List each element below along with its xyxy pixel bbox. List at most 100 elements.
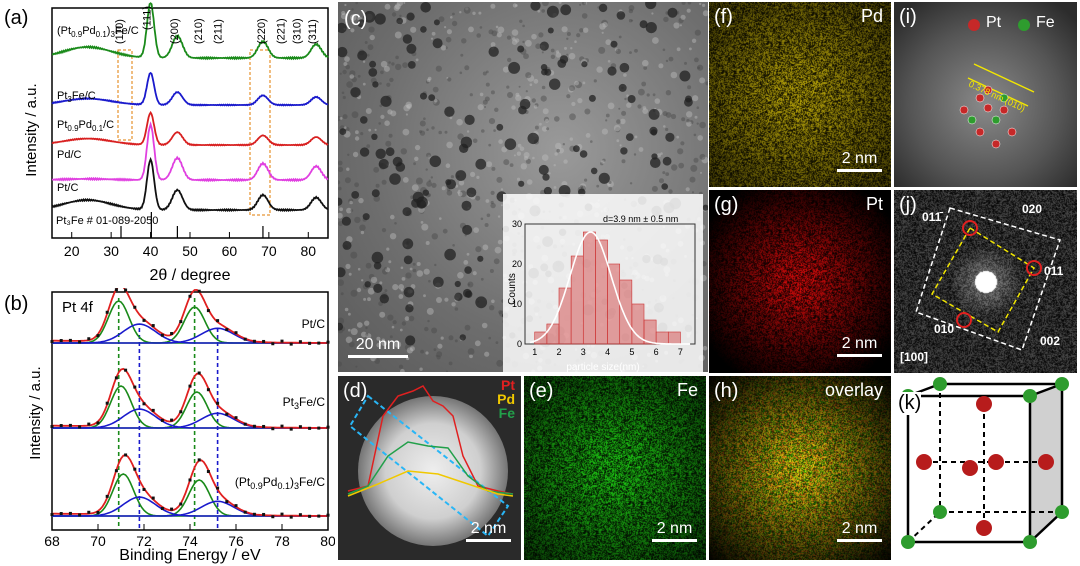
tem-texture [534,125,539,130]
tem-texture [399,328,403,332]
panel-b-xps: (b) Pt 4f Intensity / a.u. Binding Energ… [0,288,335,566]
tem-texture [425,168,428,171]
legend-pd: Pd [497,391,515,407]
tem-texture [490,90,495,95]
xps-tick-label: 72 [136,533,152,549]
linescan-overlay [347,385,514,538]
tem-texture [498,310,503,315]
tem-texture [490,3,496,9]
tem-texture [423,117,426,120]
tem-texture [662,171,666,175]
tem-texture [479,92,484,97]
tem-texture [342,114,348,120]
tem-texture [663,16,669,23]
tem-texture [564,46,567,50]
tem-texture [345,64,350,70]
tem-texture [366,53,370,57]
tem-texture [579,183,587,190]
tem-nanoparticle [338,267,346,278]
hrtem-atom-fe [967,115,977,125]
tem-texture [431,233,438,240]
tem-texture [690,164,698,172]
tem-texture [373,166,380,173]
tem-texture [459,190,467,198]
xps-data-point [170,418,174,422]
tem-texture [394,341,402,348]
tem-nanoparticle [542,173,550,181]
xps-data-point [133,467,137,471]
xps-data-point [225,328,229,332]
tem-texture [400,266,404,270]
tem-texture [381,338,385,342]
tem-texture [385,140,392,147]
tem-texture [461,38,467,44]
tem-texture [553,186,557,189]
tem-texture [338,361,342,367]
tem-texture [433,100,437,104]
xps-data-point [326,425,330,429]
tem-texture [338,212,343,219]
pt-scalebar: 2 nm [837,335,882,357]
xrd-series-0 [51,2,329,61]
tem-nanoparticle [360,116,368,124]
xps-data-point [206,388,210,392]
haadf-particle [358,396,508,546]
tem-texture [562,143,565,146]
tem-texture [466,130,470,133]
xps-data-point [114,288,118,292]
tem-texture [436,355,441,360]
tem-texture [699,121,706,129]
xps-data-point [298,340,302,344]
histogram-bar [595,239,608,345]
tem-texture [665,172,670,177]
tem-nanoparticle [519,98,531,110]
tem-texture [607,182,611,186]
tem-texture [404,344,411,351]
tem-texture [665,90,672,96]
tem-texture [477,104,484,111]
tem-nanoparticle [598,3,608,13]
tem-texture [584,108,591,115]
tem-texture [405,272,412,279]
panel-f-pd-map: (f) Pd 2 nm [709,2,891,187]
tem-nanoparticle [546,5,559,18]
tem-texture [542,2,549,7]
tem-texture [457,133,464,140]
tem-nanoparticle [403,286,415,298]
xps-data-point [68,511,72,515]
xps-data-point [160,506,164,510]
xps-tick-label: 76 [228,533,244,549]
tem-texture [516,151,522,156]
tem-texture [469,354,473,359]
tem-nanoparticle [396,17,403,25]
xrd-reference-label: Pt₃Fe # 01-089-2050 [56,215,158,227]
tem-texture [485,82,490,87]
hidden-edge-3 [907,511,941,543]
tem-texture [403,104,410,112]
xps-data-point [78,513,82,517]
tem-texture [541,9,545,13]
tem-texture [366,144,371,149]
hrtem-atom-pt [983,85,993,95]
histogram-ytick: 10 [512,299,522,309]
pd-scalebar: 2 nm [837,150,882,172]
tem-texture [507,92,513,98]
tem-texture [446,29,452,35]
panel-e-element: Fe [676,380,698,400]
tem-texture [678,162,685,169]
tem-nanoparticle [351,191,360,199]
xps-tick-label: 80 [320,533,335,549]
tem-nanoparticle [428,94,436,101]
tem-texture [435,354,438,357]
tem-texture [384,3,391,10]
tem-texture [419,208,425,214]
tem-texture [360,132,364,136]
tem-texture [542,108,549,115]
tem-texture [440,336,444,340]
histogram-xtick: 6 [654,347,659,357]
tem-texture [496,32,502,38]
xps-curves [50,288,330,519]
tem-texture [598,46,606,54]
tem-texture [641,81,647,87]
